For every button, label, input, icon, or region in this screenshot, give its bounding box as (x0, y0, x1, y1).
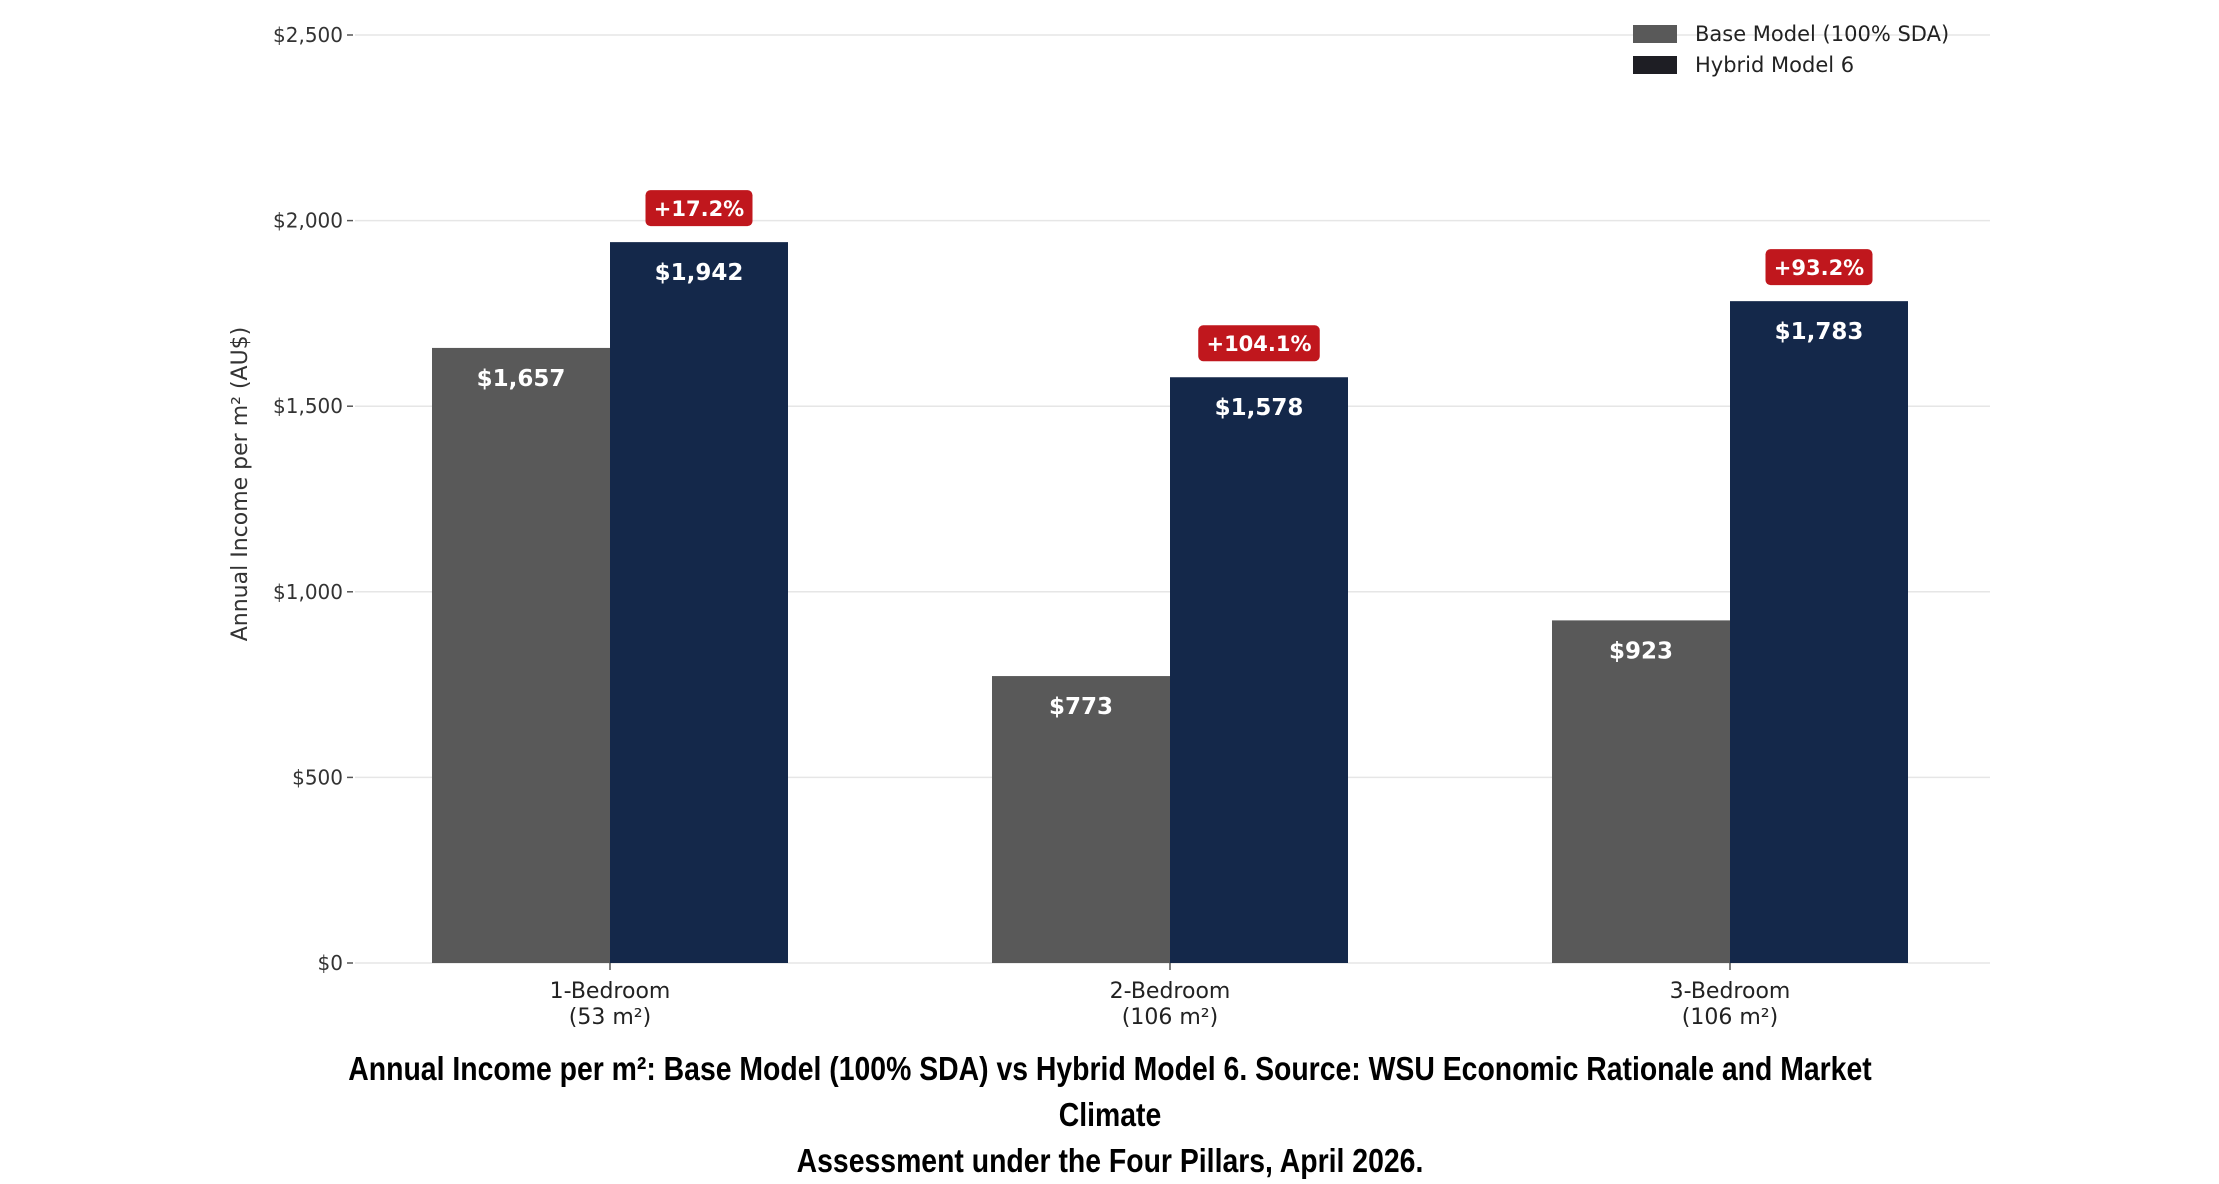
bar-value-label: $1,657 (477, 366, 566, 392)
x-tick-sublabel: (53 m²) (569, 1005, 651, 1030)
caption-line-2: Assessment under the Four Pillars, April… (796, 1142, 1424, 1179)
bar-base-model (992, 676, 1170, 963)
bar-value-label: $773 (1049, 694, 1113, 720)
x-tick-sublabel: (106 m²) (1682, 1005, 1778, 1030)
y-tick-label: $1,000 (273, 580, 343, 604)
bar-value-label: $1,578 (1215, 395, 1304, 421)
legend-label: Base Model (100% SDA) (1695, 22, 1949, 46)
change-badge (1765, 249, 1873, 286)
y-tick-label: $2,000 (273, 209, 343, 233)
change-badge-label: +93.2% (1774, 256, 1864, 280)
change-badge (1198, 325, 1320, 362)
bar-hybrid-model (1730, 301, 1908, 963)
x-tick-label: 1-Bedroom (550, 979, 671, 1004)
y-tick-label: $500 (292, 765, 343, 789)
caption-line-1: Annual Income per m²: Base Model (100% S… (348, 1050, 1872, 1133)
y-axis-label: Annual Income per m² (AU$) (228, 327, 253, 642)
legend-label: Hybrid Model 6 (1695, 53, 1854, 77)
bar-base-model (432, 347, 610, 963)
bar-value-label: $1,942 (655, 260, 744, 286)
bar-value-label: $1,783 (1775, 319, 1864, 345)
y-axis: $0 $500 $1,000 $1,500 $2,000 $2,500 (273, 23, 353, 975)
change-badge-label: +104.1% (1206, 332, 1311, 356)
x-tick-sublabel: (106 m²) (1122, 1005, 1218, 1030)
x-axis: 1-Bedroom(53 m²)2-Bedroom(106 m²)3-Bedro… (550, 963, 1791, 1030)
bar-value-label: $923 (1609, 638, 1673, 664)
change-badge (645, 190, 753, 227)
figure-caption: Annual Income per m²: Base Model (100% S… (302, 1046, 1919, 1184)
x-tick-label: 2-Bedroom (1110, 979, 1231, 1004)
bars: $1,657 $1,942 +17.2% $773 $1,578 +104.1% $923 $… (432, 190, 1908, 964)
y-tick-label: $2,500 (273, 23, 343, 47)
bar-hybrid-model (610, 242, 788, 964)
change-badge-label: +17.2% (654, 197, 744, 221)
legend-swatch (1633, 25, 1677, 43)
y-tick-label: $0 (318, 951, 343, 975)
y-tick-label: $1,500 (273, 394, 343, 418)
legend-swatch (1633, 56, 1677, 74)
x-tick-label: 3-Bedroom (1670, 979, 1791, 1004)
bar-chart: $0$500$1,000$1,500$2,000$2,500 $1,657$1,… (228, 22, 1990, 1030)
legend: Base Model (100% SDA) Hybrid Model 6 (1633, 22, 1949, 77)
bar-base-model (1552, 620, 1730, 963)
bar-hybrid-model (1170, 377, 1348, 963)
